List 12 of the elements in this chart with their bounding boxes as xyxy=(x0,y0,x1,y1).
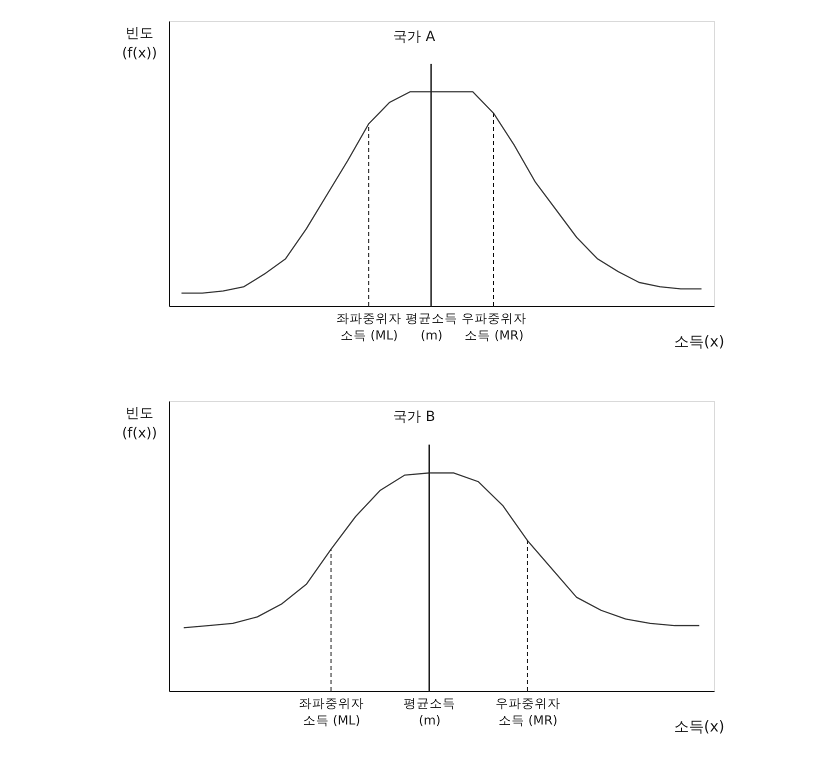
x-tick-label: 좌파중위자 소득 (ML) xyxy=(299,696,364,728)
x-tick-label: 평균소득 (m) xyxy=(406,310,458,342)
x-axis-title: 소득(x) xyxy=(674,332,724,350)
x-tick-label: 좌파중위자 소득 (ML) xyxy=(336,310,402,342)
y-axis-title: 빈도 (f(x)) xyxy=(122,26,158,62)
x-tick-label: 평균소득 (m) xyxy=(404,696,456,728)
x-tick-label: 우파중위자 소득 (MR) xyxy=(462,310,527,342)
x-tick-label: 우파중위자 소득 (MR) xyxy=(495,696,560,728)
x-axis-title: 소득(x) xyxy=(674,718,724,736)
chart-title: 국가 B xyxy=(393,409,436,425)
y-axis-title: 빈도 (f(x)) xyxy=(122,406,158,442)
chart-title: 국가 A xyxy=(393,29,436,45)
